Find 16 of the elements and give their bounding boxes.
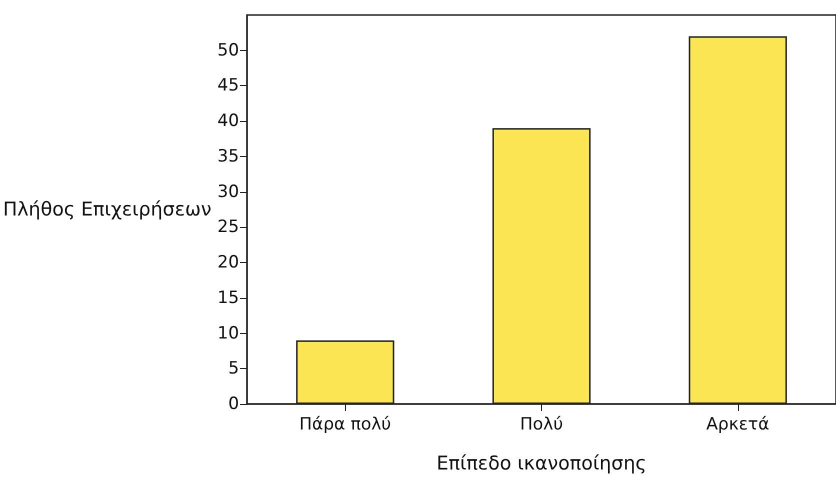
y-tick-label: 50 <box>217 40 240 60</box>
y-tick-label: 35 <box>217 146 240 166</box>
y-tick-label: 20 <box>217 252 240 273</box>
x-tick-label: Αρκετά <box>706 414 770 434</box>
y-tick-label: 45 <box>217 76 240 96</box>
x-axis-title: Επίπεδο ικανοποίησης <box>436 452 647 474</box>
y-tick-label: 25 <box>217 217 240 238</box>
x-tick-label: Πάρα πολύ <box>299 414 392 434</box>
y-tick-label: 10 <box>217 323 240 344</box>
y-tick-label: 0 <box>228 394 240 414</box>
y-tick-label: 40 <box>217 111 240 132</box>
y-tick-label: 15 <box>217 288 240 308</box>
y-tick-label: 30 <box>217 182 240 202</box>
y-tick-label: 5 <box>228 358 240 379</box>
y-axis-title: Πλήθος Επιχειρήσεων <box>3 198 212 220</box>
x-tick-label: Πολύ <box>520 414 564 434</box>
